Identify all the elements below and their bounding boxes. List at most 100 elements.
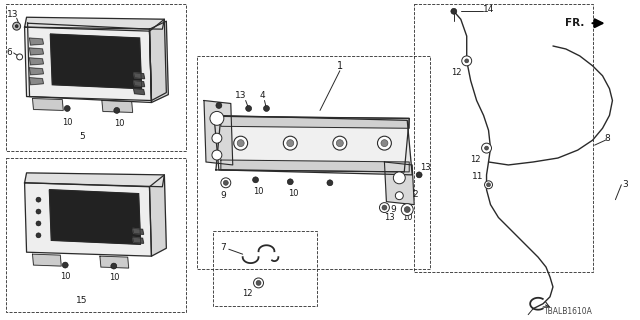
Polygon shape xyxy=(134,89,145,95)
Circle shape xyxy=(465,59,468,63)
Circle shape xyxy=(287,140,294,147)
Circle shape xyxy=(451,8,457,14)
Circle shape xyxy=(461,56,472,66)
Text: 10: 10 xyxy=(253,187,264,196)
Polygon shape xyxy=(221,160,409,172)
Polygon shape xyxy=(51,34,141,89)
Text: 9: 9 xyxy=(220,191,226,200)
Text: 4: 4 xyxy=(260,91,266,100)
Circle shape xyxy=(114,108,120,113)
Circle shape xyxy=(221,178,231,188)
Text: 10: 10 xyxy=(402,213,413,222)
Text: 7: 7 xyxy=(220,243,226,252)
Polygon shape xyxy=(385,162,414,204)
Polygon shape xyxy=(24,27,152,100)
Polygon shape xyxy=(28,23,152,102)
Text: 12: 12 xyxy=(452,68,462,77)
Text: FR.: FR. xyxy=(565,18,585,28)
Polygon shape xyxy=(221,116,409,128)
Text: 14: 14 xyxy=(483,5,494,14)
Polygon shape xyxy=(216,116,409,172)
Circle shape xyxy=(13,22,20,30)
Text: 5: 5 xyxy=(79,132,85,141)
Text: 11: 11 xyxy=(472,172,483,181)
Text: 10: 10 xyxy=(288,189,298,198)
Polygon shape xyxy=(102,100,132,112)
Circle shape xyxy=(212,133,222,143)
Circle shape xyxy=(15,25,18,28)
Text: 1: 1 xyxy=(337,61,343,71)
Text: 3: 3 xyxy=(622,180,628,189)
Circle shape xyxy=(481,143,492,153)
Polygon shape xyxy=(29,58,44,65)
Polygon shape xyxy=(132,237,143,243)
Polygon shape xyxy=(33,99,63,110)
Polygon shape xyxy=(204,100,233,165)
Text: 12: 12 xyxy=(243,289,253,298)
Polygon shape xyxy=(24,173,164,187)
Circle shape xyxy=(382,205,387,210)
Circle shape xyxy=(404,207,410,212)
Circle shape xyxy=(36,233,41,238)
Text: 10: 10 xyxy=(62,118,72,127)
Bar xyxy=(213,231,317,306)
Text: 6: 6 xyxy=(7,48,13,57)
Circle shape xyxy=(337,140,343,147)
Polygon shape xyxy=(24,17,164,29)
Circle shape xyxy=(401,204,413,215)
Circle shape xyxy=(416,172,422,178)
Bar xyxy=(197,56,430,269)
Circle shape xyxy=(36,197,41,202)
Polygon shape xyxy=(134,81,145,87)
Circle shape xyxy=(484,181,493,189)
Text: 10: 10 xyxy=(60,272,70,282)
Polygon shape xyxy=(29,78,44,85)
Circle shape xyxy=(17,54,22,60)
Circle shape xyxy=(333,136,347,150)
Circle shape xyxy=(378,136,392,150)
Bar xyxy=(6,4,186,151)
Circle shape xyxy=(253,177,259,183)
Text: 13: 13 xyxy=(235,91,246,100)
Polygon shape xyxy=(134,73,145,79)
Circle shape xyxy=(284,136,297,150)
Circle shape xyxy=(246,106,252,111)
Circle shape xyxy=(287,179,293,185)
Circle shape xyxy=(64,106,70,111)
Polygon shape xyxy=(24,183,152,256)
Circle shape xyxy=(36,209,41,214)
Text: 12: 12 xyxy=(470,156,481,164)
Circle shape xyxy=(234,136,248,150)
Bar xyxy=(6,158,186,312)
Circle shape xyxy=(327,180,333,186)
Text: 8: 8 xyxy=(605,134,611,143)
Polygon shape xyxy=(29,38,44,45)
Text: 13: 13 xyxy=(384,213,395,222)
Polygon shape xyxy=(29,48,44,55)
Circle shape xyxy=(212,150,222,160)
Circle shape xyxy=(237,140,244,147)
Text: TBALB1610A: TBALB1610A xyxy=(544,307,593,316)
Text: 13: 13 xyxy=(420,164,430,172)
Circle shape xyxy=(223,180,228,185)
Bar xyxy=(414,4,593,272)
Circle shape xyxy=(216,102,222,108)
Circle shape xyxy=(256,280,261,285)
Text: 2: 2 xyxy=(412,190,418,199)
Polygon shape xyxy=(132,228,143,234)
Polygon shape xyxy=(150,21,168,102)
Circle shape xyxy=(380,203,389,212)
Circle shape xyxy=(253,278,264,288)
Text: 13: 13 xyxy=(7,10,19,19)
Text: 10: 10 xyxy=(109,274,120,283)
Polygon shape xyxy=(49,190,141,244)
Polygon shape xyxy=(150,175,166,256)
Circle shape xyxy=(62,262,68,268)
Polygon shape xyxy=(150,19,166,100)
Polygon shape xyxy=(29,68,44,75)
Circle shape xyxy=(36,221,41,226)
Polygon shape xyxy=(100,256,129,268)
Polygon shape xyxy=(214,116,412,175)
Circle shape xyxy=(210,111,224,125)
Circle shape xyxy=(484,146,488,150)
